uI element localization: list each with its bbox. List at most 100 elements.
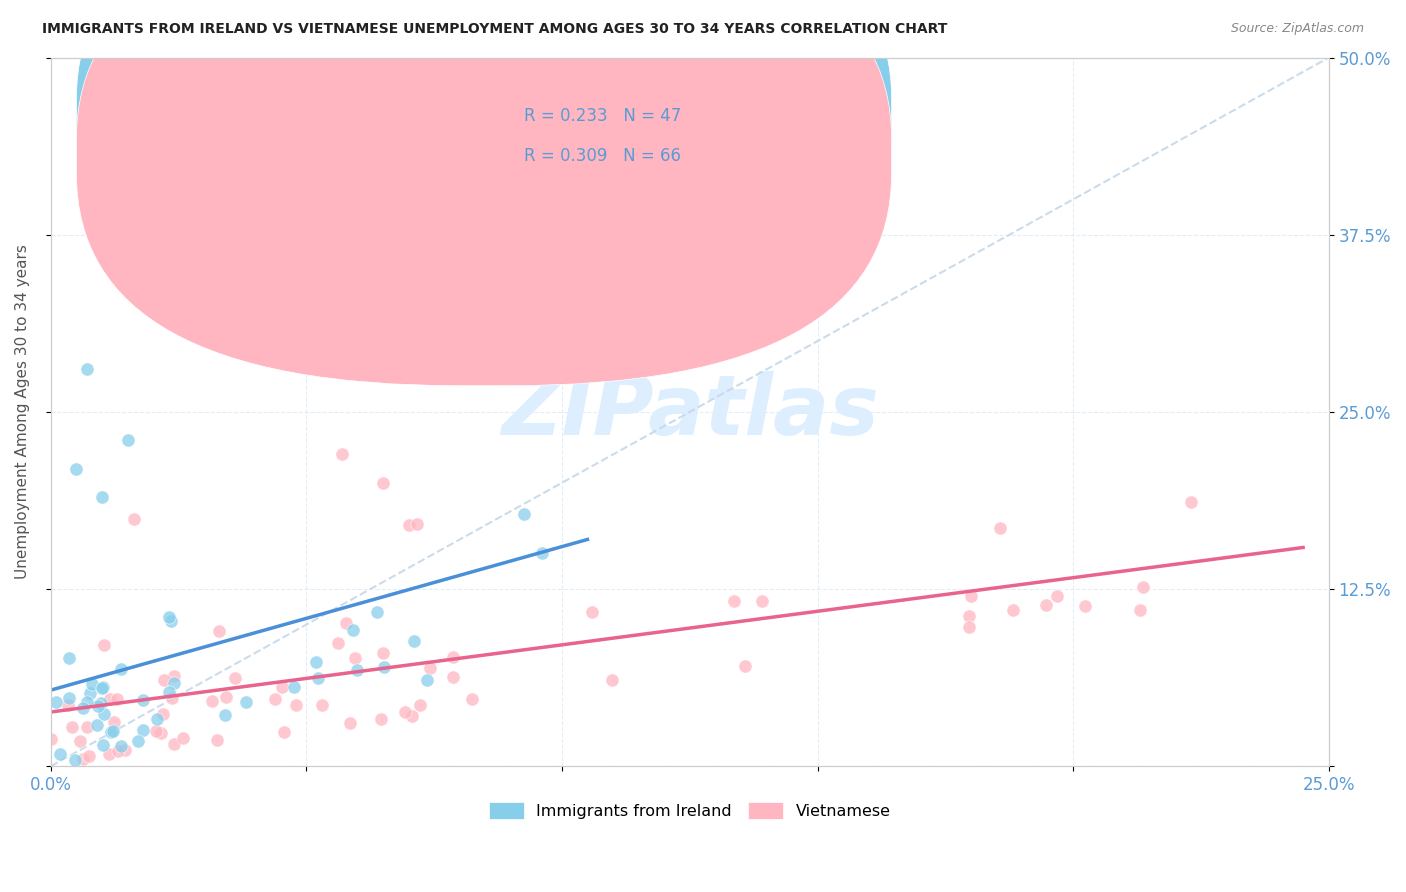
- Point: [103, 715, 125, 730]
- Point: [72, 752, 94, 766]
- Point: [960, 589, 983, 603]
- Point: [285, 698, 308, 712]
- Point: [86, 698, 108, 713]
- Point: [600, 673, 623, 687]
- Point: [214, 708, 236, 723]
- Text: ZIPatlas: ZIPatlas: [501, 371, 879, 452]
- Point: [90, 696, 112, 710]
- Point: [77, 749, 100, 764]
- Point: [401, 708, 423, 723]
- Point: [145, 724, 167, 739]
- Point: [76, 695, 98, 709]
- Point: [58, 650, 80, 665]
- Point: [530, 546, 553, 560]
- Point: [157, 610, 180, 624]
- Point: [461, 692, 484, 706]
- Point: [394, 705, 416, 719]
- Point: [335, 615, 357, 630]
- Point: [153, 673, 176, 687]
- Point: [91, 490, 114, 504]
- Point: [172, 731, 194, 746]
- Point: [82, 677, 104, 691]
- Point: [371, 475, 394, 490]
- Point: [311, 698, 333, 713]
- Point: [127, 734, 149, 748]
- Point: [404, 634, 426, 648]
- Point: [734, 659, 756, 673]
- Point: [160, 691, 183, 706]
- Point: [159, 685, 181, 699]
- Point: [1132, 580, 1154, 594]
- Point: [305, 655, 328, 669]
- Point: [45, 695, 67, 709]
- Point: [56, 698, 79, 712]
- Point: [957, 620, 980, 634]
- Point: [270, 681, 292, 695]
- Point: [370, 712, 392, 726]
- Point: [39, 732, 62, 747]
- Point: [163, 676, 186, 690]
- FancyBboxPatch shape: [440, 100, 837, 189]
- Point: [79, 686, 101, 700]
- Point: [215, 690, 238, 704]
- Point: [416, 673, 439, 688]
- Point: [751, 594, 773, 608]
- Point: [283, 681, 305, 695]
- Point: [163, 669, 186, 683]
- Point: [63, 753, 86, 767]
- Point: [110, 739, 132, 753]
- Point: [307, 671, 329, 685]
- Point: [98, 747, 121, 762]
- Point: [58, 691, 80, 706]
- Point: [346, 664, 368, 678]
- Point: [398, 518, 420, 533]
- Point: [503, 351, 526, 366]
- Point: [100, 691, 122, 706]
- FancyBboxPatch shape: [76, 0, 891, 385]
- Point: [1074, 599, 1097, 614]
- Legend: Immigrants from Ireland, Vietnamese: Immigrants from Ireland, Vietnamese: [482, 796, 897, 825]
- Point: [110, 662, 132, 676]
- Point: [100, 725, 122, 739]
- Point: [235, 695, 257, 709]
- Point: [273, 724, 295, 739]
- Point: [419, 660, 441, 674]
- Point: [406, 516, 429, 531]
- Point: [93, 706, 115, 721]
- Point: [339, 716, 361, 731]
- Point: [366, 606, 388, 620]
- Point: [163, 737, 186, 751]
- Point: [132, 723, 155, 737]
- Point: [107, 743, 129, 757]
- Point: [723, 594, 745, 608]
- Point: [69, 733, 91, 747]
- Point: [93, 638, 115, 652]
- Text: Source: ZipAtlas.com: Source: ZipAtlas.com: [1230, 22, 1364, 36]
- Point: [373, 660, 395, 674]
- Point: [959, 608, 981, 623]
- Point: [342, 623, 364, 637]
- Point: [146, 712, 169, 726]
- Point: [328, 636, 350, 650]
- Point: [124, 512, 146, 526]
- Point: [131, 692, 153, 706]
- Point: [371, 646, 394, 660]
- Text: R = 0.233   N = 47: R = 0.233 N = 47: [523, 108, 681, 126]
- Point: [1046, 589, 1069, 603]
- Point: [990, 521, 1012, 535]
- Point: [48, 747, 70, 762]
- Point: [441, 670, 464, 684]
- Point: [1180, 495, 1202, 509]
- Point: [103, 723, 125, 738]
- Point: [270, 292, 292, 306]
- Point: [263, 692, 285, 706]
- Point: [117, 434, 139, 448]
- FancyBboxPatch shape: [76, 0, 891, 346]
- Point: [441, 649, 464, 664]
- Point: [65, 461, 87, 475]
- Point: [60, 720, 83, 734]
- Point: [91, 681, 114, 695]
- Point: [160, 615, 183, 629]
- Point: [76, 720, 98, 734]
- Point: [76, 362, 98, 376]
